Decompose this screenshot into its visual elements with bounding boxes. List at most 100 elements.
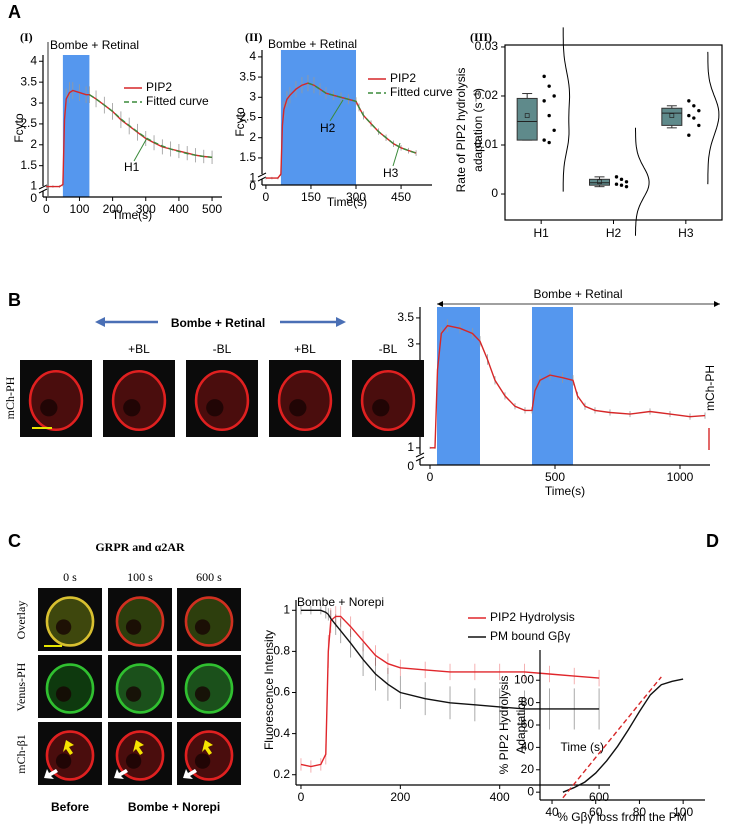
x-tick-label: 500 [545,470,565,484]
cell-feature [194,619,211,635]
panel-label: A [8,2,21,22]
image-label: +BL [128,342,150,356]
cell-body [115,596,165,647]
micrograph [177,588,241,651]
annotation: H2 [320,121,336,135]
cell-feature [125,753,142,769]
data-point [542,99,546,103]
column-label: 600 s [196,570,222,584]
x-axis-label: % Gβγ loss from the PM [557,810,687,824]
column-label: 0 s [63,570,77,584]
row-label: mCh-PH [3,376,17,419]
cell-feature [289,399,307,417]
y-tick-label: 0 [527,784,534,798]
row-label: mCh-β1 [14,734,28,773]
panel-sublabel: (II) [245,30,262,44]
legend-label: mCh-PH [703,365,717,411]
data-line [307,82,417,154]
cell-feature [55,686,72,702]
legend-label: PIP2 [390,71,416,85]
x-tick-label: 200 [103,202,123,216]
data-point [687,133,691,137]
micrograph [108,655,172,718]
y-tick-label: 0 [491,186,498,200]
y-tick-label: 3.5 [397,310,414,324]
x-axis-label: Time(s) [327,195,367,209]
y-tick-label: 0.4 [273,726,290,740]
cell-body [194,369,250,432]
arrow-marker [44,769,58,779]
arrow-marker [133,740,144,755]
data-point [614,175,619,179]
x-tick-label: 300 [136,202,156,216]
legend-label: PM bound Gβγ [490,629,570,643]
x-tick-label: 200 [390,790,410,804]
x-tick-label: H3 [678,226,694,240]
y-axis-label: Adaptation [514,696,528,753]
y-tick-label: 100 [514,672,534,686]
cell-feature [194,686,211,702]
y-tick-label: 1 [283,602,290,616]
x-tick-label: 1000 [667,470,694,484]
mean [524,113,530,118]
data-point [552,128,556,132]
cell-body [45,730,95,781]
y-tick-label: 1 [30,179,37,193]
box [516,97,538,141]
x-tick-label: 300 [346,190,366,204]
axis-break [415,452,425,458]
panel-header: Bombe + Retinal [171,316,265,330]
y-tick-label: 3 [407,336,414,350]
panel-label: D [706,531,719,551]
column-label: 100 s [127,570,153,584]
x-tick-label: 60 [589,805,603,819]
y-tick-label: 3.5 [239,69,256,83]
data-point [687,113,691,118]
cell-body [184,730,234,781]
mean [669,113,675,118]
cell-body [277,369,333,432]
box [661,107,683,126]
image-label: +BL [294,342,316,356]
y-tick-label: 40 [521,740,535,754]
image-label: -BL [213,342,232,356]
x-tick-label: 0 [43,202,50,216]
y-tick-label: 0.01 [475,137,499,151]
y-tick-label: 0.6 [273,685,290,699]
cell-body [360,369,416,432]
axis-break [257,172,267,178]
y-tick-label: 20 [521,762,535,776]
annotation: Bombe + Retinal [268,37,357,51]
y-tick-label: 4 [249,49,256,63]
mean [597,179,602,185]
annotation-bg [528,288,628,302]
cell-body [28,369,84,432]
y-axis-label: Fluorescence Intensity [262,630,276,750]
annotation: H1 [124,160,140,174]
data-point [687,99,691,103]
panel-header: GRPR and α2AR [95,540,185,554]
density-curve [562,27,571,192]
x-tick-label: 80 [633,805,647,819]
x-tick-label: 400 [490,790,510,804]
density-curve [635,127,650,236]
y-tick-label: 0.2 [273,767,290,781]
axis-break [415,456,425,462]
axis-break-gap [258,174,266,179]
micrograph [186,360,258,437]
y-tick-label: 4 [30,53,37,67]
data-point [552,94,556,98]
cell-feature [40,399,58,417]
annotation-pointer [133,137,148,162]
data-point [697,108,701,113]
y-tick-label: 0.02 [475,88,499,102]
arrow-head [336,317,346,327]
panel-label: B [8,290,21,310]
data-point [697,123,701,128]
data-point [614,182,619,186]
y-tick-label: 1 [249,170,256,184]
x-tick-label: 0 [298,790,305,804]
cell-feature [55,619,72,635]
arrow-marker [183,769,197,779]
